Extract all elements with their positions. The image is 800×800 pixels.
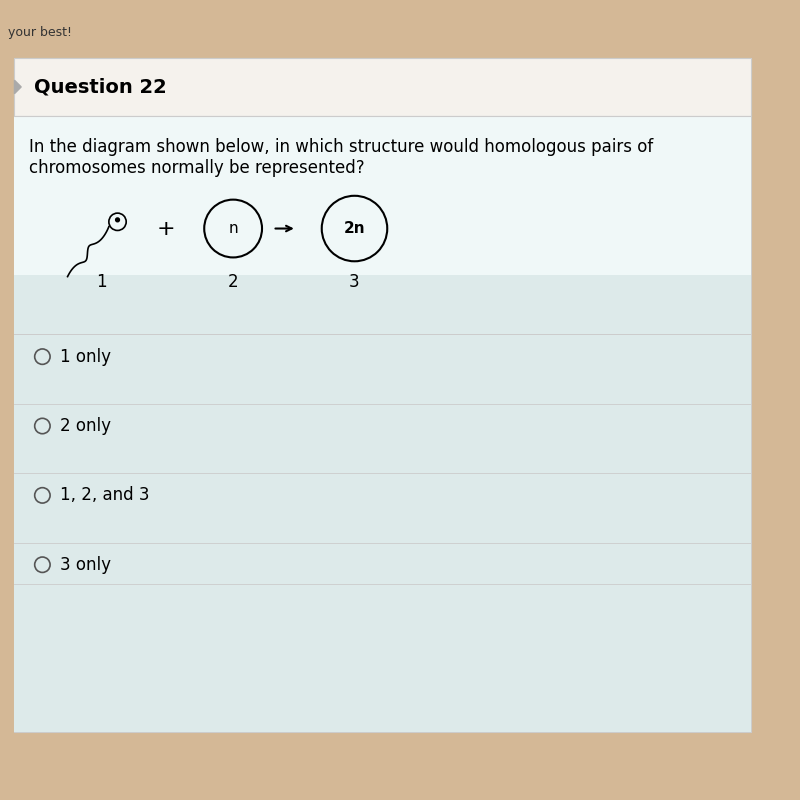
Polygon shape [14,80,21,94]
Text: 1, 2, and 3: 1, 2, and 3 [60,486,150,504]
Text: 2 only: 2 only [60,417,110,435]
Text: your best!: your best! [8,26,72,38]
FancyBboxPatch shape [14,474,751,514]
Text: chromosomes normally be represented?: chromosomes normally be represented? [29,159,365,177]
Text: 2n: 2n [344,221,366,236]
FancyBboxPatch shape [14,334,751,376]
Circle shape [115,218,119,222]
FancyBboxPatch shape [14,58,751,732]
Text: n: n [228,221,238,236]
FancyBboxPatch shape [14,58,751,116]
Text: 2: 2 [228,274,238,291]
FancyBboxPatch shape [0,14,770,43]
Text: +: + [156,218,175,238]
FancyBboxPatch shape [14,116,751,274]
Text: In the diagram shown below, in which structure would homologous pairs of: In the diagram shown below, in which str… [29,138,653,156]
FancyBboxPatch shape [14,542,751,584]
Text: 3 only: 3 only [60,556,110,574]
Text: 3: 3 [349,274,360,291]
Text: 1 only: 1 only [60,348,110,366]
FancyBboxPatch shape [14,404,751,446]
FancyBboxPatch shape [14,116,751,732]
Text: 1: 1 [96,274,106,291]
Text: Question 22: Question 22 [34,78,166,97]
